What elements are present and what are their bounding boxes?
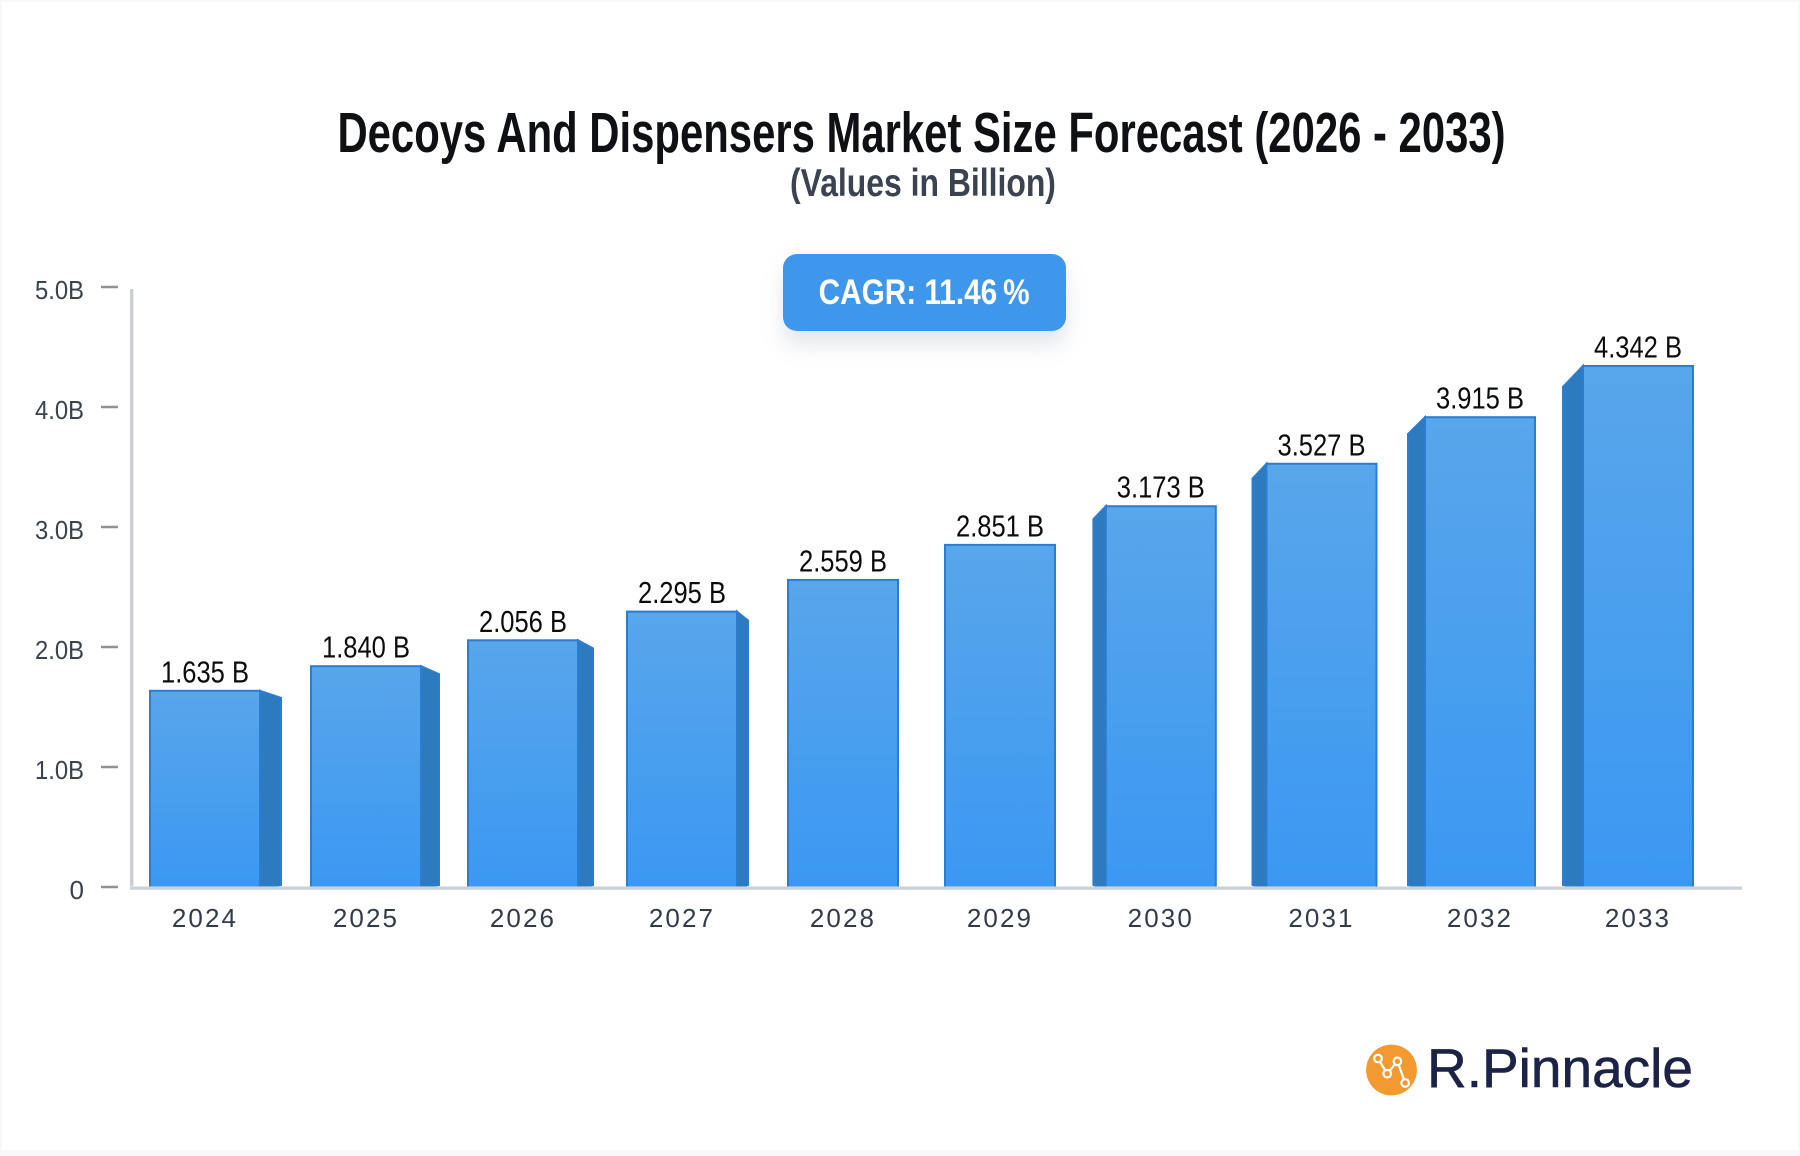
svg-text:2.559 B: 2.559 B [799,543,887,578]
svg-text:1.0B: 1.0B [35,755,84,785]
svg-text:2.056 B: 2.056 B [479,604,567,639]
svg-text:3.915 B: 3.915 B [1436,381,1524,416]
svg-text:2.295 B: 2.295 B [638,575,726,610]
svg-text:0: 0 [70,875,84,905]
svg-text:1.840 B: 1.840 B [322,630,410,665]
svg-text:2029: 2029 [967,903,1033,933]
svg-text:2032: 2032 [1447,903,1513,933]
svg-text:2033: 2033 [1605,903,1671,933]
svg-text:2026: 2026 [490,903,556,933]
svg-text:4.0B: 4.0B [35,395,84,425]
svg-text:2.0B: 2.0B [35,635,84,665]
svg-text:2031: 2031 [1288,903,1354,933]
svg-text:3.173 B: 3.173 B [1117,470,1205,505]
svg-text:4.342 B: 4.342 B [1594,329,1682,364]
svg-text:1.635 B: 1.635 B [161,654,249,689]
svg-text:2030: 2030 [1128,903,1194,933]
svg-text:5.0B: 5.0B [35,275,84,305]
svg-text:2027: 2027 [649,903,715,933]
svg-text:2025: 2025 [333,903,399,933]
svg-text:3.527 B: 3.527 B [1278,427,1366,462]
svg-text:2024: 2024 [172,903,238,933]
svg-text:3.0B: 3.0B [35,515,84,545]
svg-text:2.851 B: 2.851 B [956,508,1044,543]
svg-text:2028: 2028 [810,903,876,933]
